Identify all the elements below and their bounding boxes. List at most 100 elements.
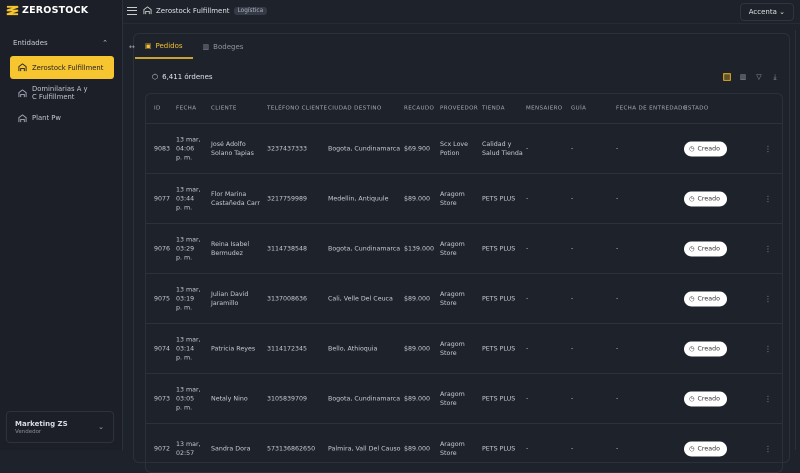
column-header[interactable]: CLIENTE [211,105,237,111]
sidebar-item-label: Zerostock Fulfillment [32,63,104,72]
date-line: 03:44 [176,195,195,202]
column-header[interactable]: MENSAIERO [526,105,563,111]
tab-pedidos[interactable]: ▣ Pedidos [134,34,193,59]
cell-mensajero: - [526,295,529,302]
row-actions-icon[interactable]: ⋮ [764,194,772,203]
scrollbar[interactable] [795,30,796,450]
table-row[interactable]: 9074 13 mar, 03:14 p. m. Patricia Reyes 31141… [146,324,782,374]
column-header[interactable]: RECAUDO [404,105,435,111]
table-view-icon[interactable]: ▦ [723,73,731,81]
row-actions-icon[interactable]: ⋮ [764,394,772,403]
cell-tel: 3137008636 [267,295,308,302]
row-actions-icon[interactable]: ⋮ [764,444,772,453]
cell-entrega: - [616,195,619,202]
chevron-down-icon: ⌄ [779,8,785,16]
clock-icon: ◷ [689,295,695,302]
date-line: p. m. [176,204,193,211]
cell-recaudo: $69.900 [404,145,431,152]
tab-bodeges[interactable]: ▥ Bodeges [193,34,254,59]
cell-guia: - [571,295,574,302]
columns-icon[interactable]: ▥ [739,73,747,81]
cell-entrega: - [616,295,619,302]
cell-cliente: Netaly Nino [211,395,248,402]
date-line: 13 mar, [176,236,201,243]
cell-tel: 3114172345 [267,345,308,352]
cell-guia: - [571,195,574,202]
status-label: Creado [697,395,720,402]
table-row[interactable]: 9072 13 mar, 02:57 Sandra Dora 573136862650 P… [146,424,782,472]
table-row[interactable]: 9073 13 mar, 03:05 p. m. Netaly Nino 31058397… [146,374,782,424]
column-header[interactable]: TIENDA [482,105,505,111]
column-header[interactable]: ID [154,105,161,111]
menu-icon[interactable] [127,7,137,15]
date-line: 04:06 [176,145,195,152]
cell-mensajero: - [526,395,529,402]
status-label: Creado [697,245,720,252]
cell-cliente: Flor Marina Castañeda Carr [211,190,260,207]
tab-label: Bodeges [213,42,244,51]
cell-tienda: PETS PLUS [482,245,516,252]
date-line: 13 mar, [176,186,201,193]
cell-entrega: - [616,445,619,452]
warehouse-icon: ▥ [202,42,210,51]
table-row[interactable]: 9076 13 mar, 03:29 p. m. Reina Isabel Bermud… [146,224,782,274]
date-line: p. m. [176,404,193,411]
cell-tienda: PETS PLUS [482,445,516,452]
table-row[interactable]: 9083 13 mar, 04:06 p. m. José Adolfo Solano … [146,124,782,174]
user-menu[interactable]: Marketing ZS Vendedor ⌄ [6,411,114,443]
sidebar-item-label: Dominilarias A y C Fulfillment [32,85,88,101]
cell-tel: 3237437333 [267,145,308,152]
cell-ciudad: Bogota, Cundinamarca [328,245,401,252]
cell-mensajero: - [526,245,529,252]
tab-label: Pedidos [155,41,183,50]
warehouse-icon [18,63,27,72]
cell-ciudad: Medellin, Antiquule [328,195,389,202]
column-header[interactable]: GUÍA [571,105,587,111]
date-line: p. m. [176,254,193,261]
clock-icon: ◷ [689,195,695,202]
row-actions-icon[interactable]: ⋮ [764,144,772,153]
date-line: p. m. [176,354,193,361]
cell-proveedor: Aragom Store [440,340,465,357]
table-row[interactable]: 9075 13 mar, 03:19 p. m. Julian David Jarami… [146,274,782,324]
user-role: Vendedor [15,429,42,435]
brand-logo[interactable]: ZEROSTOCK [6,4,88,17]
entities-section-toggle[interactable]: Entidades ⌃ [13,39,108,47]
date-line: 13 mar, [176,386,201,393]
account-dropdown[interactable]: Accenta ⌄ [739,3,794,21]
table-row[interactable]: 9077 13 mar, 03:44 p. m. Flor Marina Castañe… [146,174,782,224]
cell-id: 9083 [154,145,171,152]
date-line: 13 mar, [176,336,201,343]
expand-icon[interactable]: ↔ [129,42,135,51]
filter-icon[interactable]: ▽ [756,73,762,81]
column-header[interactable]: PROVEEDOR [440,105,479,111]
sidebar-item-zerostock-fulfillment[interactable]: Zerostock Fulfillment [10,56,114,79]
cell-cliente: José Adolfo Solano Tapias [211,140,254,157]
date-line: 13 mar, [176,286,201,293]
box-icon: ⬡ [152,73,159,81]
status-badge: ◷ Creado [684,341,727,356]
row-actions-icon[interactable]: ⋮ [764,294,772,303]
date-line: p. m. [176,154,193,161]
cell-proveedor: Aragom Store [440,290,465,307]
row-actions-icon[interactable]: ⋮ [764,244,772,253]
account-label: Accenta [748,8,777,16]
cell-guia: - [571,395,574,402]
download-icon[interactable]: ⤓ [773,73,777,81]
cell-ciudad: Palmira, Vall Del Causo [328,445,401,452]
row-actions-icon[interactable]: ⋮ [764,344,772,353]
status-badge: ◷ Creado [684,141,727,156]
cell-guia: - [571,145,574,152]
sidebar-item-dominilarias[interactable]: Dominilarias A y C Fulfillment [10,84,114,102]
cell-entrega: - [616,245,619,252]
warehouse-icon [143,6,152,15]
column-header[interactable]: TELÉFONO CLIENTE [267,105,328,111]
column-header[interactable]: CIUDAD DESTINO [328,105,382,111]
column-header[interactable]: ESTADO [684,105,709,111]
orders-count: 6,411 órdenes [162,73,213,81]
column-header[interactable]: FECHA DE ENTREDADO [616,105,688,111]
sidebar-item-plant-pw[interactable]: Plant Pw [10,112,114,124]
cell-proveedor: Scx Love Potion [440,140,469,157]
column-header[interactable]: FECHA [176,105,197,111]
cell-mensajero: - [526,145,529,152]
